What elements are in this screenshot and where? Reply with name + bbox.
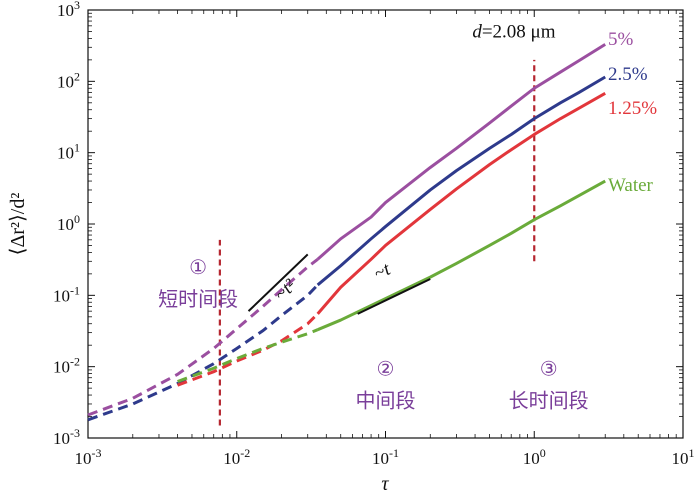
legend: 5% 2.5% 1.25% Water	[608, 29, 657, 196]
x-tick-label: 10-2	[223, 446, 250, 468]
region3-number: ③	[540, 357, 558, 381]
series-water-solid	[317, 179, 606, 332]
region1-number: ①	[189, 255, 207, 279]
region1-label: 短时间段	[158, 287, 238, 311]
y-tick-label: 101	[57, 141, 80, 163]
region-divider-lines	[218, 59, 536, 426]
x-tick-label: 101	[672, 446, 695, 468]
legend-label: Water	[608, 175, 654, 196]
series-5-solid	[316, 43, 607, 261]
series-water-dashed	[177, 328, 319, 383]
series-1-25-dashed	[177, 312, 319, 387]
region2-label: 中间段	[356, 389, 416, 413]
axis-tick-labels: 10-3 10-2 10-1 100 101 10-3 10-2 10-1 100 101 102 1…	[53, 0, 695, 468]
region3-label: 长时间段	[509, 389, 589, 413]
legend-label: 5%	[608, 29, 634, 50]
x-axis-title: τ	[381, 473, 389, 495]
y-tick-label: 10-2	[53, 355, 80, 377]
slope-guide-line	[247, 253, 309, 312]
slope-guide-label: ~t	[371, 259, 395, 285]
axis-ticks	[87, 9, 684, 439]
series-2-5-dashed	[87, 283, 319, 422]
y-tick-label: 10-1	[53, 283, 80, 305]
diameter-annotation: d=2.08 μm	[472, 21, 555, 42]
legend-label: 2.5%	[608, 64, 648, 85]
y-tick-label: 103	[57, 0, 80, 20]
y-tick-label: 102	[57, 69, 80, 91]
legend-label: 1.25%	[608, 98, 657, 119]
x-tick-label: 10-3	[75, 446, 102, 468]
y-tick-label: 100	[57, 212, 80, 234]
data-series	[87, 43, 607, 422]
y-tick-label: 10-3	[53, 426, 80, 448]
region2-number: ②	[377, 357, 395, 381]
slope-guide-label: ~t²	[270, 275, 300, 305]
slope-guide-line	[357, 278, 431, 315]
slope-guides: ~t² ~t	[247, 253, 431, 315]
series-2-5-solid	[316, 75, 606, 287]
x-tick-label: 10-1	[372, 446, 399, 468]
series-1-25-solid	[316, 91, 606, 315]
series-5-dashed	[87, 258, 319, 417]
y-axis-title: ⟨Δr²⟩/d²	[7, 193, 29, 256]
x-tick-label: 100	[523, 446, 546, 468]
annotations: d=2.08 μm ① 短时间段 ② 中间段 ③ 长时间段	[158, 21, 589, 412]
